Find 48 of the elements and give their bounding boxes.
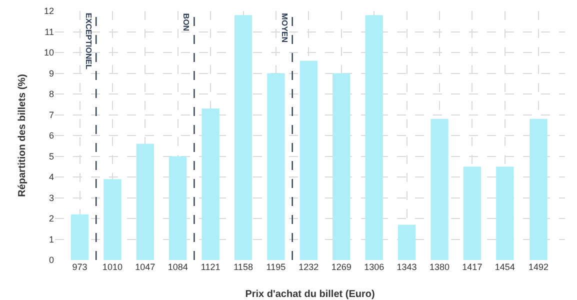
bar [300, 60, 318, 260]
ref-line-label: MOYEN [280, 13, 289, 43]
bar [267, 73, 285, 260]
bar [430, 118, 448, 260]
y-tick-label: 0 [48, 255, 54, 266]
x-tick-label: 1454 [494, 262, 515, 272]
bar [202, 108, 220, 260]
bar [332, 73, 350, 260]
y-tick-label: 3 [48, 192, 54, 203]
bar [496, 166, 514, 260]
bar [234, 15, 252, 260]
x-tick-label: 973 [72, 262, 88, 272]
y-tick-label: 4 [48, 172, 54, 182]
bar [70, 214, 89, 260]
ref-line-label: BON [182, 13, 191, 32]
y-tick-label: 6 [48, 130, 54, 141]
x-tick-label: 1492 [528, 262, 548, 272]
x-tick-label: 1417 [462, 262, 482, 272]
bar [463, 166, 482, 260]
x-tick-label: 1084 [168, 262, 188, 272]
bar [530, 118, 548, 260]
y-tick-label: 1 [48, 234, 54, 244]
bar [365, 15, 383, 260]
x-tick-label: 1269 [331, 262, 352, 272]
y-axis-title: Répartition des billets (%) [17, 74, 28, 197]
x-tick-label: 1047 [135, 262, 156, 272]
bar [136, 144, 154, 260]
y-tick-label: 2 [48, 214, 54, 224]
x-tick-label: 1343 [396, 262, 417, 272]
x-axis-title: Prix d'achat du billet (Euro) [245, 289, 375, 300]
x-tick-label: 1232 [298, 262, 319, 272]
x-tick-label: 1010 [102, 262, 122, 272]
x-tick-label: 1306 [364, 262, 384, 272]
y-tick-label: 8 [48, 89, 54, 100]
x-tick-label: 1380 [429, 262, 450, 272]
y-tick-label: 10 [44, 48, 54, 58]
bar [104, 179, 122, 260]
bar [398, 224, 416, 260]
y-tick-label: 9 [48, 68, 54, 78]
y-tick-label: 7 [48, 110, 54, 120]
y-tick-label: 12 [44, 6, 54, 16]
y-tick-label: 11 [44, 26, 54, 37]
x-tick-label: 1195 [266, 262, 286, 272]
x-tick-label: 1121 [200, 262, 220, 272]
bar [169, 156, 187, 260]
ref-line-label: EXCEPTIONEL [84, 12, 94, 70]
y-tick-label: 5 [48, 151, 54, 162]
x-tick-label: 1158 [234, 262, 253, 272]
